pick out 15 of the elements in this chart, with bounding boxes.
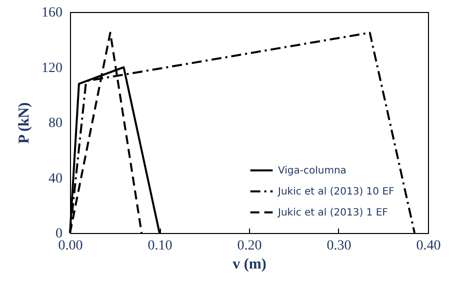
x-axis-title: v (m) <box>232 256 266 272</box>
y-tick-label: 120 <box>42 60 62 76</box>
y-axis-title: P (kN) <box>16 102 32 144</box>
y-tick-label: 80 <box>48 116 62 131</box>
x-tick-label: 0.30 <box>326 238 352 254</box>
x-tick-label: 0.10 <box>148 238 172 254</box>
y-tick-label: 0 <box>56 226 62 242</box>
legend-label: Viga-columna <box>278 165 346 176</box>
x-tick-label: 0.00 <box>58 238 83 254</box>
y-tick-label: 160 <box>42 6 62 20</box>
x-tick-label: 0.40 <box>416 238 441 254</box>
legend-label: Jukic et al (2013) 10 EF <box>277 186 395 198</box>
y-tick-label: 40 <box>48 171 62 186</box>
legend-label: Jukic et al (2013) 1 EF <box>277 207 388 218</box>
x-tick-label: 0.20 <box>237 238 262 254</box>
